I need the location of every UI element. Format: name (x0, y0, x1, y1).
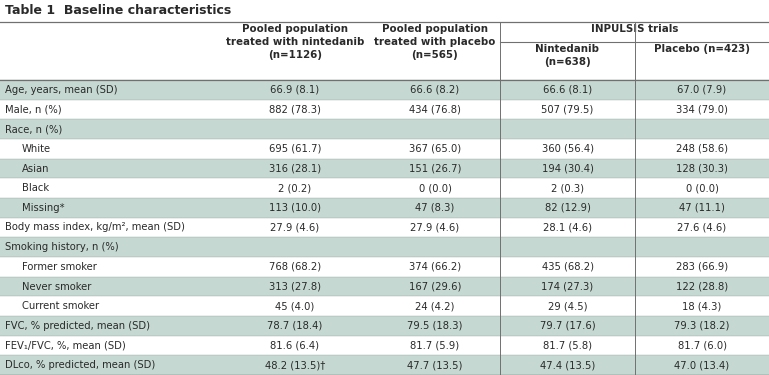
Bar (0, 316, 769, 336)
Text: INPULSIS trials: INPULSIS trials (591, 24, 678, 34)
Text: 122 (28.8): 122 (28.8) (676, 282, 728, 291)
Text: 66.6 (8.1): 66.6 (8.1) (543, 85, 592, 95)
Text: 81.7 (5.8): 81.7 (5.8) (543, 340, 592, 351)
Bar (0, 356, 769, 375)
Bar (0, 237, 769, 257)
Bar (0, 257, 769, 277)
Text: Body mass index, kg/m², mean (SD): Body mass index, kg/m², mean (SD) (5, 222, 185, 232)
Bar (0, 336, 769, 356)
Text: 27.6 (4.6): 27.6 (4.6) (677, 222, 727, 232)
Text: 128 (30.3): 128 (30.3) (676, 164, 728, 174)
Text: Missing*: Missing* (22, 203, 65, 213)
Bar (0, 198, 769, 217)
Text: 47.7 (13.5): 47.7 (13.5) (408, 360, 463, 370)
Text: 18 (4.3): 18 (4.3) (682, 301, 721, 311)
Text: 167 (29.6): 167 (29.6) (409, 282, 461, 291)
Text: Black: Black (22, 183, 49, 193)
Text: 248 (58.6): 248 (58.6) (676, 144, 728, 154)
Text: FEV₁/FVC, %, mean (SD): FEV₁/FVC, %, mean (SD) (5, 340, 126, 351)
Bar (0, 159, 769, 178)
Text: Never smoker: Never smoker (22, 282, 92, 291)
Bar (0, 100, 769, 119)
Bar (0, 139, 769, 159)
Text: 2 (0.2): 2 (0.2) (278, 183, 311, 193)
Text: 81.7 (5.9): 81.7 (5.9) (411, 340, 460, 351)
Text: 24 (4.2): 24 (4.2) (415, 301, 454, 311)
Text: 78.7 (18.4): 78.7 (18.4) (268, 321, 323, 331)
Text: 27.9 (4.6): 27.9 (4.6) (271, 222, 320, 232)
Text: Asian: Asian (22, 164, 49, 174)
Text: 334 (79.0): 334 (79.0) (676, 105, 728, 114)
Text: 79.7 (17.6): 79.7 (17.6) (540, 321, 595, 331)
Text: Nintedanib
(n=638): Nintedanib (n=638) (535, 44, 600, 67)
Text: 45 (4.0): 45 (4.0) (275, 301, 315, 311)
Text: Age, years, mean (SD): Age, years, mean (SD) (5, 85, 118, 95)
Text: 0 (0.0): 0 (0.0) (418, 183, 451, 193)
Bar (0, 178, 769, 198)
Text: 48.2 (13.5)†: 48.2 (13.5)† (265, 360, 325, 370)
Text: Race, n (%): Race, n (%) (5, 124, 62, 134)
Text: Smoking history, n (%): Smoking history, n (%) (5, 242, 118, 252)
Text: 882 (78.3): 882 (78.3) (269, 105, 321, 114)
Text: 79.5 (18.3): 79.5 (18.3) (408, 321, 463, 331)
Text: 66.9 (8.1): 66.9 (8.1) (271, 85, 320, 95)
Bar (0, 277, 769, 296)
Text: 367 (65.0): 367 (65.0) (409, 144, 461, 154)
Bar (0, 80, 769, 100)
Text: 47.0 (13.4): 47.0 (13.4) (674, 360, 730, 370)
Text: Current smoker: Current smoker (22, 301, 99, 311)
Text: Pooled population
treated with placebo
(n=565): Pooled population treated with placebo (… (375, 24, 496, 60)
Text: 47 (11.1): 47 (11.1) (679, 203, 725, 213)
Text: 81.6 (6.4): 81.6 (6.4) (271, 340, 319, 351)
Text: 79.3 (18.2): 79.3 (18.2) (674, 321, 730, 331)
Text: 0 (0.0): 0 (0.0) (685, 183, 718, 193)
Text: 434 (76.8): 434 (76.8) (409, 105, 461, 114)
Text: 507 (79.5): 507 (79.5) (541, 105, 594, 114)
Text: 283 (66.9): 283 (66.9) (676, 262, 728, 272)
Text: 29 (4.5): 29 (4.5) (548, 301, 588, 311)
Text: 313 (27.8): 313 (27.8) (269, 282, 321, 291)
Text: 2 (0.3): 2 (0.3) (551, 183, 584, 193)
Text: Placebo (n=423): Placebo (n=423) (654, 44, 750, 54)
Text: 374 (66.2): 374 (66.2) (409, 262, 461, 272)
Text: 81.7 (6.0): 81.7 (6.0) (677, 340, 727, 351)
Text: 47 (8.3): 47 (8.3) (415, 203, 454, 213)
Text: 67.0 (7.9): 67.0 (7.9) (677, 85, 727, 95)
Bar (0, 119, 769, 139)
Text: Former smoker: Former smoker (22, 262, 97, 272)
Text: 82 (12.9): 82 (12.9) (544, 203, 591, 213)
Text: 194 (30.4): 194 (30.4) (541, 164, 594, 174)
Text: 47.4 (13.5): 47.4 (13.5) (540, 360, 595, 370)
Bar (0, 22, 769, 80)
Text: DLco, % predicted, mean (SD): DLco, % predicted, mean (SD) (5, 360, 155, 370)
Text: White: White (22, 144, 51, 154)
Bar (0, 217, 769, 237)
Bar (0, 296, 769, 316)
Text: 174 (27.3): 174 (27.3) (541, 282, 594, 291)
Text: 113 (10.0): 113 (10.0) (269, 203, 321, 213)
Text: 695 (61.7): 695 (61.7) (269, 144, 321, 154)
Text: 768 (68.2): 768 (68.2) (269, 262, 321, 272)
Text: 27.9 (4.6): 27.9 (4.6) (411, 222, 460, 232)
Text: 316 (28.1): 316 (28.1) (269, 164, 321, 174)
Text: 151 (26.7): 151 (26.7) (409, 164, 461, 174)
Text: FVC, % predicted, mean (SD): FVC, % predicted, mean (SD) (5, 321, 150, 331)
Text: Male, n (%): Male, n (%) (5, 105, 62, 114)
Text: 28.1 (4.6): 28.1 (4.6) (543, 222, 592, 232)
Text: 360 (56.4): 360 (56.4) (541, 144, 594, 154)
Text: 66.6 (8.2): 66.6 (8.2) (411, 85, 460, 95)
Text: Table 1  Baseline characteristics: Table 1 Baseline characteristics (5, 4, 231, 18)
Text: Pooled population
treated with nintedanib
(n=1126): Pooled population treated with nintedani… (226, 24, 365, 60)
Text: 435 (68.2): 435 (68.2) (541, 262, 594, 272)
